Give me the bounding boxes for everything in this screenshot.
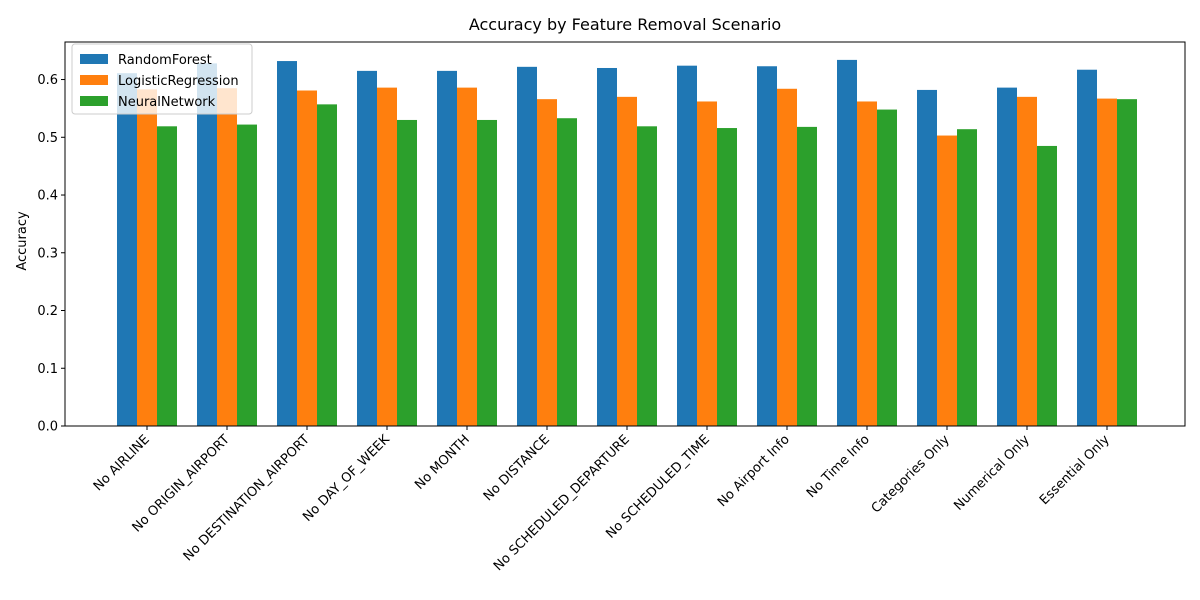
x-tick-label: No DESTINATION_AIRPORT: [181, 432, 313, 564]
y-tick-label: 0.4: [37, 189, 58, 204]
x-tick-label: No DISTANCE: [481, 432, 553, 504]
legend-box: [71, 43, 253, 115]
bar-logisticregression-10: [937, 135, 957, 426]
y-tick-label: 0.3: [37, 246, 58, 261]
bar-logisticregression-7: [697, 101, 717, 427]
bar-randomforest-5: [517, 66, 537, 426]
bar-neuralnetwork-10: [957, 129, 977, 427]
bar-randomforest-10: [917, 89, 937, 426]
bar-randomforest-6: [597, 67, 617, 427]
bar-logisticregression-5: [537, 99, 557, 426]
bar-neuralnetwork-7: [717, 128, 737, 426]
bar-randomforest-9: [837, 59, 857, 426]
bar-neuralnetwork-9: [877, 109, 897, 426]
chart-title: Accuracy by Feature Removal Scenario: [469, 15, 781, 34]
y-tick-label: 0.6: [37, 73, 58, 88]
bar-neuralnetwork-8: [797, 126, 817, 426]
bar-logisticregression-1: [217, 88, 237, 426]
bar-randomforest-1: [197, 63, 217, 426]
x-tick-label: No AIRLINE: [91, 432, 153, 494]
legend-label-neuralnetwork: NeuralNetwork: [118, 95, 216, 110]
bar-randomforest-11: [997, 87, 1017, 426]
bar-logisticregression-8: [777, 88, 797, 426]
bar-neuralnetwork-4: [477, 119, 497, 426]
legend-swatch-neuralnetwork: [80, 96, 108, 106]
x-tick-label: Numerical Only: [951, 432, 1033, 514]
bar-logisticregression-0: [137, 89, 157, 426]
bar-neuralnetwork-12: [1117, 99, 1137, 426]
plot-frame: [64, 41, 1186, 427]
bar-neuralnetwork-1: [237, 124, 257, 426]
bar-randomforest-4: [437, 70, 457, 426]
x-tick-label: No Airport Info: [715, 432, 793, 510]
x-tick-label: No MONTH: [412, 432, 473, 493]
y-axis-title: Accuracy: [15, 211, 30, 271]
bar-randomforest-3: [357, 70, 377, 426]
bar-logisticregression-9: [857, 101, 877, 427]
y-axis: 0.0 0.1 0.2 0.3 0.4 0.5 0.6: [37, 73, 65, 435]
bar-logisticregression-2: [297, 90, 317, 427]
bars-group: [117, 59, 1137, 427]
bar-randomforest-12: [1077, 69, 1097, 427]
y-tick-label: 0.1: [37, 362, 58, 377]
legend-label-logisticregression: LogisticRegression: [118, 74, 239, 89]
bar-randomforest-8: [757, 66, 777, 427]
x-tick-label: Categories Only: [869, 432, 953, 516]
bar-neuralnetwork-6: [637, 126, 657, 427]
bar-randomforest-0: [117, 73, 137, 427]
bar-randomforest-7: [677, 65, 697, 427]
bar-randomforest-2: [277, 61, 297, 427]
bar-neuralnetwork-2: [317, 104, 337, 427]
legend-label-randomforest: RandomForest: [118, 53, 212, 68]
bar-logisticregression-3: [377, 87, 397, 426]
x-tick-label: No SCHEDULED_DEPARTURE: [491, 432, 633, 574]
bar-logisticregression-4: [457, 87, 477, 426]
y-tick-label: 0.5: [37, 131, 58, 146]
legend-swatch-randomforest: [80, 54, 108, 64]
legend: RandomForest LogisticRegression NeuralNetw…: [71, 43, 253, 115]
x-tick-label: Essential Only: [1037, 432, 1113, 508]
bar-neuralnetwork-0: [157, 126, 177, 427]
bar-logisticregression-12: [1097, 98, 1117, 426]
bar-neuralnetwork-5: [557, 118, 577, 426]
legend-swatch-logisticregression: [80, 75, 108, 85]
x-tick-label: No Time Info: [804, 432, 873, 501]
x-tick-label: No DAY_OF_WEEK: [300, 432, 393, 525]
y-tick-label: 0.0: [37, 420, 58, 435]
bar-neuralnetwork-11: [1037, 145, 1057, 426]
bar-logisticregression-6: [617, 96, 637, 426]
bar-logisticregression-11: [1017, 96, 1037, 426]
y-tick-label: 0.2: [37, 304, 58, 319]
bar-neuralnetwork-3: [397, 119, 417, 426]
